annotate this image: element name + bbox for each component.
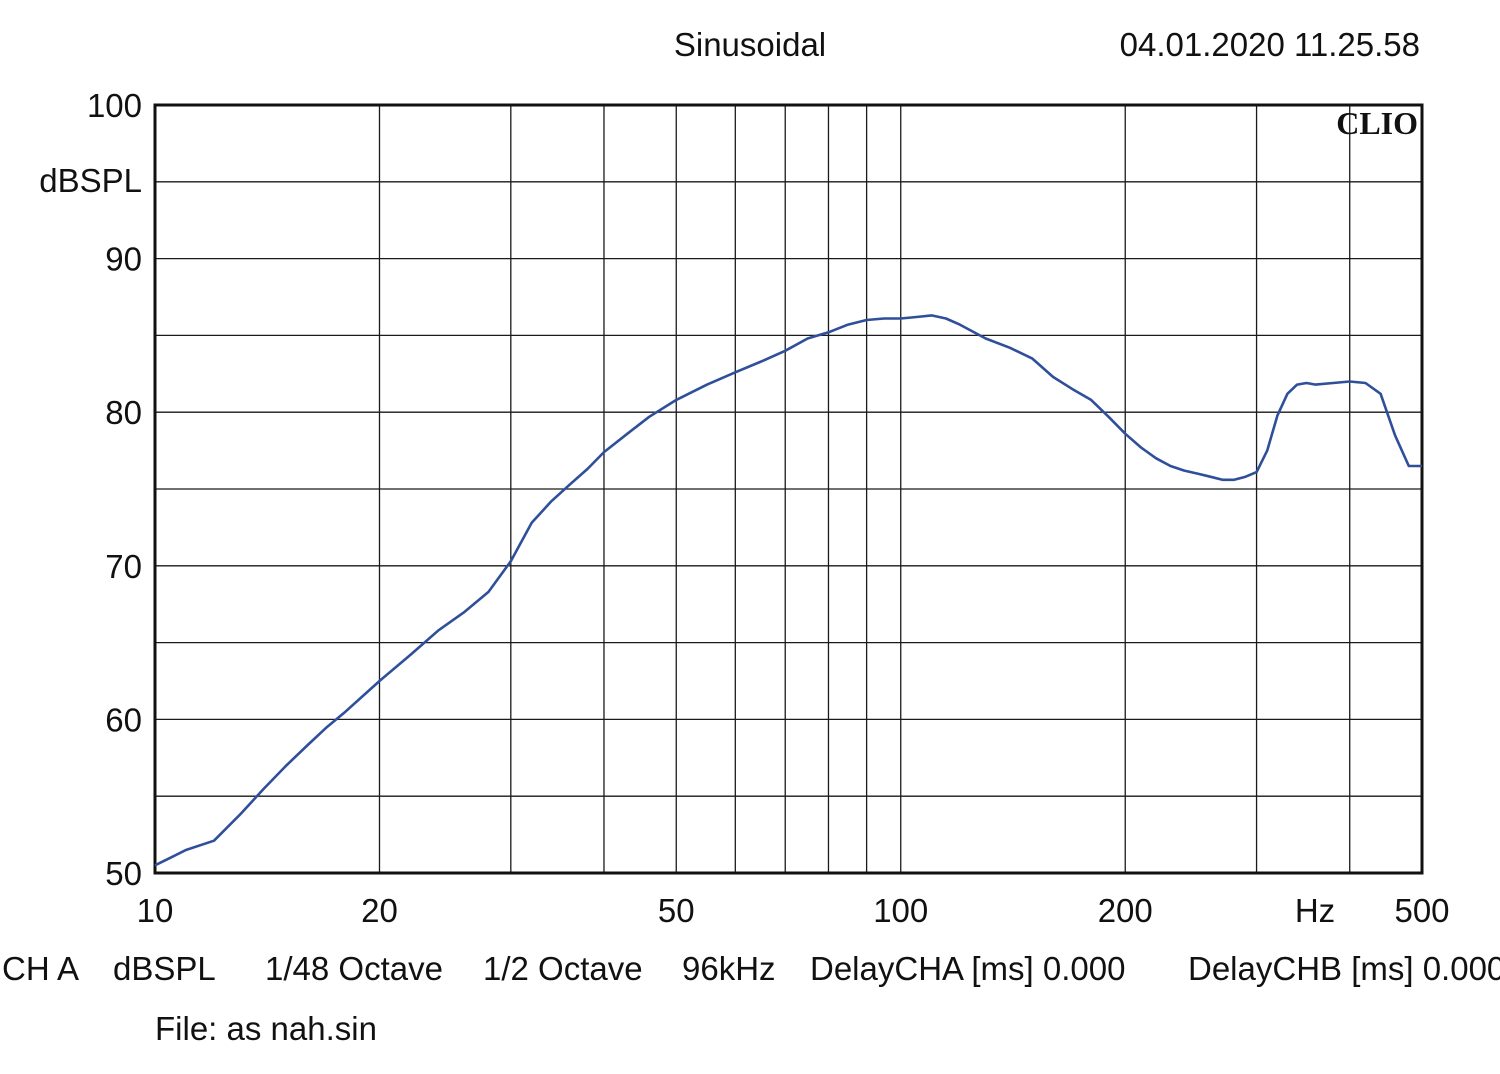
- plot-frame: [153, 103, 1424, 875]
- smoothing-label: 1/2 Octave: [483, 950, 643, 987]
- measurement-info-bar: CH A dBSPL 1/48 Octave 1/2 Octave 96kHz …: [0, 950, 1500, 994]
- y-axis-label: dBSPL: [39, 162, 142, 199]
- x-tick-label: 10: [137, 892, 174, 929]
- x-tick-label: 500: [1394, 892, 1449, 929]
- y-tick-label: 50: [105, 855, 142, 892]
- chart-title: Sinusoidal: [674, 26, 826, 63]
- units-label: dBSPL: [113, 950, 216, 987]
- file-name: File: as nah.sin: [155, 1010, 377, 1047]
- sample-rate-label: 96kHz: [682, 950, 776, 987]
- x-axis-label: Hz: [1295, 892, 1335, 929]
- resolution-label: 1/48 Octave: [265, 950, 443, 987]
- timestamp: 04.01.2020 11.25.58: [1120, 26, 1420, 63]
- brand-logo: CLIO: [1336, 105, 1418, 141]
- x-tick-label: 200: [1098, 892, 1153, 929]
- y-tick-label: 70: [105, 548, 142, 585]
- x-tick-label: 50: [658, 892, 695, 929]
- delay-chb-label: DelayCHB [ms] 0.000: [1188, 950, 1500, 987]
- y-tick-labels: 50 60 70 80 90 100: [87, 87, 142, 892]
- x-tick-label: 100: [873, 892, 928, 929]
- channel-label: CH A: [2, 950, 80, 987]
- series-line: [154, 314, 1422, 867]
- y-tick-label: 90: [105, 241, 142, 278]
- grid-lines: [155, 105, 1422, 873]
- x-tick-labels: 10 20 50 100 200 500: [137, 892, 1450, 929]
- y-tick-label: 60: [105, 701, 142, 738]
- y-tick-label: 100: [87, 87, 142, 124]
- frequency-response-chart: Sinusoidal 04.01.2020 11.25.58 CLIO 50 60…: [39, 26, 1450, 929]
- delay-cha-label: DelayCHA [ms] 0.000: [810, 950, 1126, 987]
- y-tick-label: 80: [105, 394, 142, 431]
- x-tick-label: 20: [361, 892, 398, 929]
